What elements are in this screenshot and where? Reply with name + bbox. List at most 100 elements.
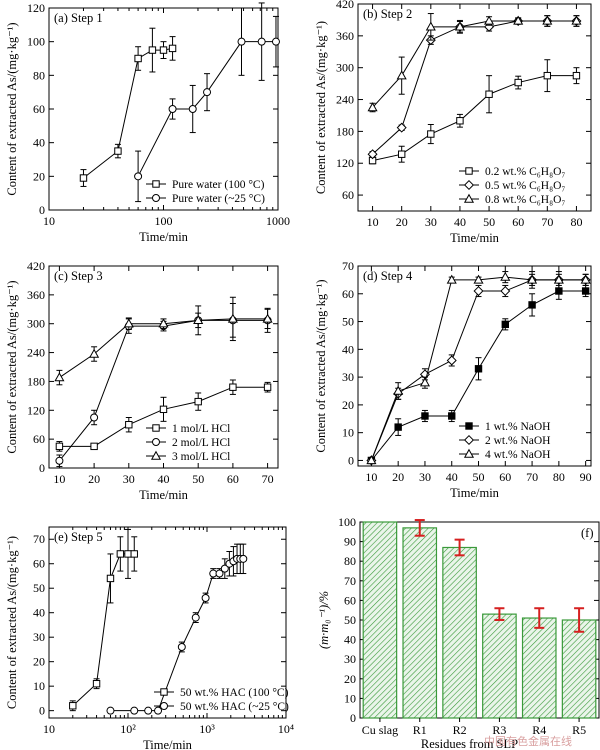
data-point: [513, 15, 524, 25]
data-point: [394, 423, 402, 431]
series-1: [134, 2, 280, 203]
plot-frame: [357, 265, 592, 467]
data-point: [177, 642, 186, 651]
x-tick-label: 30: [425, 215, 437, 229]
y-tick-label: 60: [33, 557, 45, 571]
data-point: [168, 44, 177, 53]
data-point: [473, 274, 484, 284]
x-tick-label: 10³: [199, 722, 215, 736]
x-tick-label: R5: [572, 723, 586, 737]
x-tick-label: 70: [526, 470, 538, 484]
data-point: [580, 274, 591, 284]
legend: 1 mol/L HCl 2 mol/L HCl 3 mol/L HCl: [146, 423, 230, 463]
data-point: [106, 574, 115, 583]
x-tick-label: 50: [473, 470, 485, 484]
data-point: [92, 680, 101, 688]
y-tick-label: 180: [336, 124, 354, 138]
x-tick-label: 50: [483, 215, 495, 229]
data-point: [263, 383, 272, 391]
y-tick-label: 120: [27, 403, 45, 417]
bar: [482, 613, 517, 719]
data-point: [191, 613, 200, 622]
data-point: [159, 405, 168, 414]
y-axis-label: Content of extracted As/(mg·kg⁻¹): [314, 21, 328, 194]
legend: Pure water (100 °C) Pure water (~25 °C): [146, 179, 265, 205]
data-point: [239, 554, 248, 563]
series-line: [83, 47, 173, 179]
legend-marker: [463, 434, 475, 446]
bar: [561, 619, 597, 719]
data-point: [148, 46, 157, 54]
y-axis-label: Content of extracted As/(mg·kg⁻¹): [5, 536, 19, 709]
series-1: [367, 15, 582, 160]
y-tick-label: 100: [338, 515, 356, 529]
series-2: [367, 13, 582, 113]
y-tick-label: 70: [342, 259, 354, 273]
data-point: [581, 287, 590, 295]
data-point: [393, 385, 404, 395]
legend-marker: [152, 194, 160, 202]
panel-label: (c) Step 3: [54, 269, 103, 283]
series-0: [367, 282, 590, 465]
bar: [442, 546, 477, 719]
data-point: [571, 15, 582, 25]
bar: [521, 617, 557, 719]
data-point: [257, 37, 266, 46]
y-tick-label: 30: [344, 652, 356, 666]
x-tick-label: 40: [446, 470, 458, 484]
plot-frame: [48, 526, 287, 719]
legend-label: 1 mol/L HCl: [172, 423, 230, 435]
legend: 50 wt.% HAC (100 °C) 50 wt.% HAC (~25 °C): [154, 687, 289, 713]
x-axis-label: Time/min: [139, 488, 189, 502]
legend-label: 4 wt.% NaOH: [485, 449, 550, 461]
data-point: [124, 550, 132, 558]
legend-marker: [150, 450, 162, 460]
chart-panel-4: 10 10² 10³ 10⁴ 0 10 20 30 40 50 60 70 Time/min Conten…: [5, 526, 294, 750]
y-tick-label: 40: [33, 136, 45, 150]
y-tick-label: 80: [344, 554, 356, 568]
data-point: [130, 706, 139, 715]
x-axis-label: Residues from SLP: [421, 737, 518, 750]
x-tick-label: 70: [541, 215, 553, 229]
series-0: [79, 27, 177, 187]
y-tick-label: 360: [27, 288, 45, 302]
x-tick-label: 10: [43, 214, 55, 228]
chart-panel-1: 10 20 30 40 50 60 70 80 60 120 180 240 300 360 420 Time…: [314, 0, 592, 245]
y-tick-label: 240: [27, 346, 45, 360]
series-line: [72, 553, 135, 707]
x-tick-label: 100: [155, 214, 173, 228]
y-tick-label: 60: [344, 593, 356, 607]
x-tick-label: 10²: [120, 722, 136, 736]
data-point: [55, 456, 64, 465]
data-point: [427, 130, 435, 138]
x-tick-label: 80: [570, 215, 582, 229]
data-point: [168, 105, 177, 113]
x-axis-label: Time/min: [139, 230, 189, 244]
y-tick-label: 70: [33, 532, 45, 546]
y-tick-label: 50: [342, 315, 354, 329]
x-tick-label: 10⁴: [278, 722, 294, 736]
x-tick-label: 20: [88, 472, 100, 486]
x-tick-label: R3: [492, 723, 506, 737]
y-tick-label: 60: [342, 188, 354, 202]
series-line: [372, 75, 577, 162]
data-point: [448, 412, 456, 420]
legend-marker: [160, 702, 168, 710]
y-axis-label: (m·m₀⁻¹)/%: [317, 591, 331, 649]
panel-label: (f): [581, 526, 594, 540]
x-tick-label: 40: [158, 472, 170, 486]
legend-label: 3 mol/L HCl: [172, 451, 230, 463]
x-axis-label: Time/min: [143, 738, 193, 750]
x-axis-label: Time/min: [450, 231, 500, 245]
x-tick-label: 90: [580, 470, 592, 484]
legend-marker: [465, 422, 473, 430]
x-tick-label: 20: [392, 470, 404, 484]
y-axis-label: Content of extracted As/(mg·kg⁻¹): [5, 22, 19, 195]
legend-marker: [465, 167, 473, 175]
y-tick-label: 20: [33, 655, 45, 669]
legend-marker: [160, 688, 168, 696]
y-tick-label: 360: [336, 29, 354, 43]
data-point: [484, 15, 495, 25]
data-point: [79, 174, 88, 182]
